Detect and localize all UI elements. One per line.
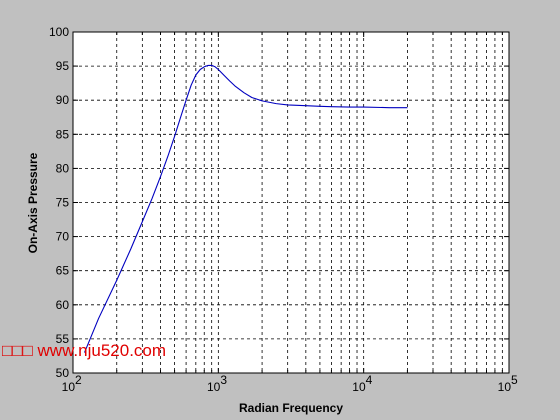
x-tick-label-base: 10 <box>207 380 221 394</box>
series-layer <box>84 64 408 353</box>
y-tick-label: 70 <box>56 230 70 244</box>
grid-lines <box>73 32 509 373</box>
x-tick-labels: 10 2 10 3 10 4 10 5 <box>62 373 518 394</box>
y-tick-label: 55 <box>56 332 70 346</box>
watermark-text: □□□ www.nju520.com <box>2 341 167 360</box>
y-tick-label: 80 <box>56 161 70 175</box>
x-tick-label: 10 5 <box>498 373 518 394</box>
x-tick-label-base: 10 <box>62 380 76 394</box>
y-tick-label: 60 <box>56 298 70 312</box>
x-axis-title: Radian Frequency <box>239 401 343 415</box>
y-tick-label: 90 <box>56 93 70 107</box>
series-line <box>84 64 408 353</box>
y-tick-label: 50 <box>56 366 70 380</box>
y-tick-labels: 50 55 60 65 70 75 80 85 90 95 100 <box>49 25 69 380</box>
x-tick-label-base: 10 <box>352 380 366 394</box>
y-tick-label: 65 <box>56 264 70 278</box>
x-tick-label-exponent: 5 <box>511 373 518 387</box>
x-tick-label-exponent: 4 <box>366 373 373 387</box>
y-tick-label: 85 <box>56 127 70 141</box>
x-tick-label-exponent: 3 <box>220 373 227 387</box>
x-tick-label-exponent: 2 <box>75 373 82 387</box>
x-tick-label: 10 2 <box>62 373 82 394</box>
x-tick-label-base: 10 <box>498 380 512 394</box>
y-tick-label: 95 <box>56 59 70 73</box>
tick-marks <box>73 32 509 373</box>
y-tick-label: 75 <box>56 196 70 210</box>
x-tick-label: 10 3 <box>207 373 227 394</box>
y-axis-title: On-Axis Pressure <box>26 152 40 253</box>
x-tick-label: 10 4 <box>352 373 372 394</box>
y-tick-label: 100 <box>49 25 69 39</box>
